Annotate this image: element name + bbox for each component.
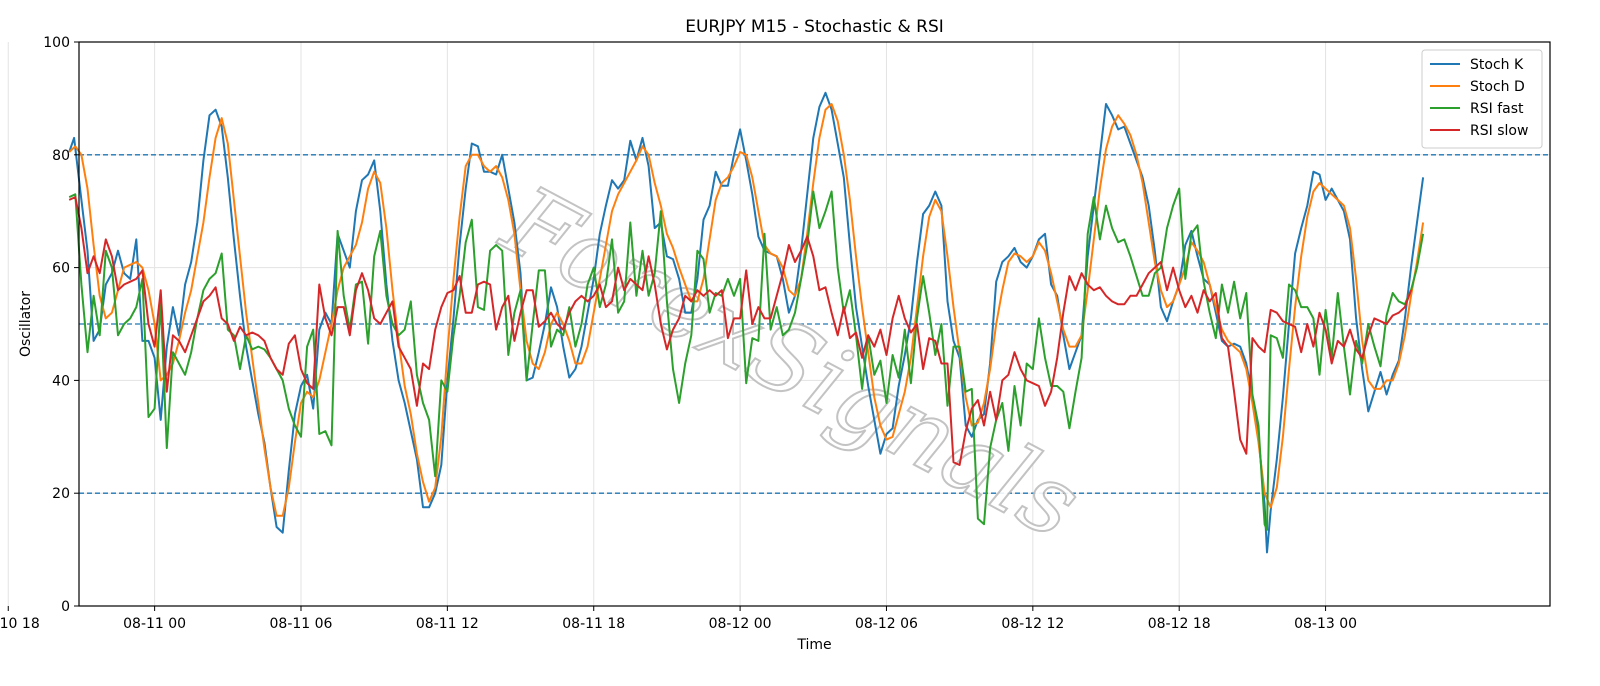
chart-title: EURJPY M15 - Stochastic & RSI	[685, 17, 944, 37]
x-tick-label: 08-12 18	[1148, 616, 1211, 632]
x-axis: 08-10 18 08-11 00 08-11 06 08-11 12 08-11 18…	[0, 606, 1357, 632]
x-axis-title: Time	[796, 637, 831, 653]
reference-lines	[79, 154, 1550, 494]
series-layer	[68, 91, 1425, 554]
y-tick-label: 40	[52, 373, 70, 389]
x-tick-label: 08-11 00	[123, 616, 186, 632]
x-tick-label: 08-11 06	[270, 616, 333, 632]
legend: Stoch K Stoch D RSI fast RSI slow	[1421, 49, 1543, 149]
y-axis-title: Oscillator	[18, 291, 34, 357]
y-tick-label: 100	[43, 35, 70, 51]
legend-label: Stoch K	[1470, 57, 1524, 73]
y-axis: 0 20 40 60 80 100	[43, 35, 79, 615]
legend-label: RSI slow	[1470, 123, 1528, 139]
x-tick-label: 08-13 00	[1294, 616, 1357, 632]
legend-label: Stoch D	[1470, 79, 1525, 95]
x-tick-label: 08-12 06	[855, 616, 918, 632]
y-tick-label: 20	[52, 486, 70, 502]
x-tick-label: 08-10 18	[0, 616, 40, 632]
x-tick-label: 08-12 00	[709, 616, 772, 632]
series-line-rsi-slow	[68, 196, 1412, 466]
x-tick-label: 08-12 12	[1001, 616, 1064, 632]
legend-box	[1421, 49, 1543, 149]
x-tick-label: 08-11 12	[416, 616, 479, 632]
y-tick-label: 0	[61, 599, 70, 615]
series-line-stoch-d	[68, 103, 1425, 517]
x-tick-label: 08-11 18	[562, 616, 625, 632]
y-tick-label: 80	[52, 148, 70, 164]
series-line-rsi-fast	[68, 187, 1425, 531]
legend-label: RSI fast	[1470, 101, 1524, 117]
plot-frame	[78, 41, 1551, 607]
y-tick-label: 60	[52, 261, 70, 277]
